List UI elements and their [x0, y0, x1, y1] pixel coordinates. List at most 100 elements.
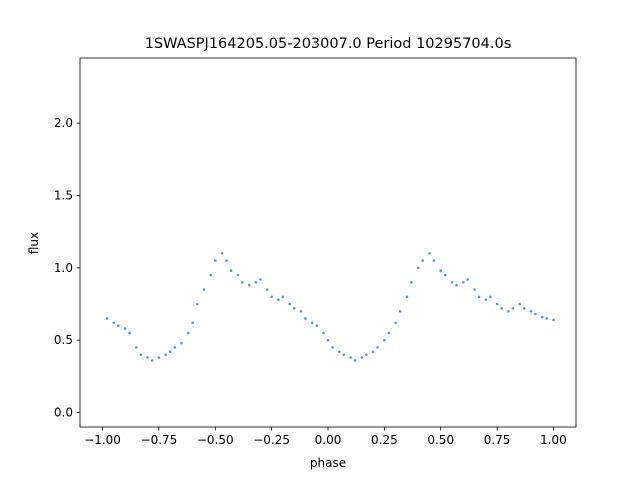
data-point — [254, 280, 258, 284]
x-tick-label: −0.75 — [141, 433, 178, 447]
data-point — [128, 331, 131, 335]
data-point — [428, 252, 431, 255]
data-point — [191, 321, 195, 325]
data-point — [376, 346, 379, 349]
data-point — [292, 307, 296, 310]
x-tick-label: 0.75 — [484, 433, 511, 447]
y-tick-label: 0.5 — [54, 333, 73, 347]
data-point — [304, 317, 307, 320]
data-point — [398, 309, 402, 313]
data-point — [213, 259, 217, 262]
data-point — [489, 295, 492, 299]
data-point — [529, 309, 533, 313]
x-axis-ticks: −1.00 −0.75 −0.50 −0.25 0.00 0.25 0.50 0.75 1.00 — [84, 427, 567, 447]
y-tick-label: 2.0 — [54, 116, 73, 130]
data-point — [545, 317, 548, 320]
data-point — [322, 331, 325, 335]
data-point — [511, 307, 515, 310]
data-point — [518, 302, 521, 306]
data-point — [383, 338, 386, 342]
data-point — [484, 298, 488, 301]
data-point — [432, 259, 436, 262]
data-point — [421, 259, 424, 262]
data-point — [265, 288, 269, 291]
data-point — [209, 273, 213, 277]
x-axis-label: phase — [310, 456, 346, 470]
data-point — [310, 321, 314, 325]
data-point — [247, 283, 251, 287]
data-point — [241, 280, 244, 284]
data-point — [410, 280, 413, 284]
data-point — [500, 307, 503, 310]
x-tick-label: −0.50 — [197, 433, 234, 447]
x-tick-label: 0.25 — [371, 433, 398, 447]
data-point — [173, 346, 176, 349]
data-point — [299, 309, 303, 313]
data-point — [168, 350, 172, 354]
data-point — [387, 331, 391, 335]
data-point — [135, 346, 138, 349]
data-point — [365, 353, 368, 356]
data-point — [229, 269, 233, 273]
data-point — [315, 324, 319, 328]
data-point — [288, 302, 291, 306]
data-point — [277, 298, 280, 301]
data-point — [507, 309, 510, 313]
data-point — [150, 359, 154, 362]
data-point — [466, 278, 470, 281]
data-point — [450, 280, 454, 284]
data-point — [281, 295, 285, 299]
data-point — [236, 273, 240, 277]
x-tick-label: 0.50 — [427, 433, 454, 447]
x-tick-label: 0.00 — [315, 433, 342, 447]
data-point — [157, 356, 161, 359]
data-point — [225, 259, 228, 262]
data-point — [371, 350, 375, 354]
data-point — [540, 315, 544, 319]
data-point — [337, 350, 341, 354]
data-point — [416, 266, 420, 270]
data-point — [270, 295, 273, 299]
y-axis-ticks: 0.0 0.5 1.0 1.5 2.0 — [54, 116, 80, 420]
x-tick-label: −1.00 — [84, 433, 121, 447]
data-point — [443, 273, 447, 277]
data-point — [123, 327, 127, 330]
data-point — [326, 338, 330, 342]
data-point — [342, 353, 346, 356]
data-point — [105, 317, 109, 320]
data-point — [455, 283, 458, 287]
y-axis-label: flux — [27, 232, 41, 254]
x-tick-label: −0.25 — [253, 433, 290, 447]
data-point — [353, 359, 357, 362]
data-point — [405, 295, 409, 299]
data-point — [473, 288, 476, 291]
data-point — [394, 321, 397, 325]
data-point — [186, 331, 190, 335]
data-point — [146, 356, 149, 359]
data-point — [112, 321, 116, 325]
data-point — [202, 288, 206, 291]
data-point — [139, 353, 143, 356]
data-point — [495, 302, 499, 306]
data-point — [552, 318, 555, 322]
data-point — [349, 356, 352, 359]
y-tick-label: 0.0 — [54, 406, 73, 420]
scatter-points — [105, 252, 555, 362]
data-point — [164, 353, 167, 356]
data-point — [195, 302, 199, 306]
data-point — [477, 295, 481, 299]
data-point — [331, 346, 334, 349]
data-point — [439, 269, 443, 273]
data-point — [360, 356, 364, 359]
y-tick-label: 1.5 — [54, 188, 73, 202]
data-point — [180, 341, 183, 345]
data-point — [220, 252, 224, 255]
data-point — [461, 280, 465, 284]
data-point — [117, 324, 120, 328]
chart-title: 1SWASPJ164205.05-203007.0 Period 1029570… — [145, 36, 512, 52]
data-point — [522, 307, 526, 310]
data-point — [534, 312, 537, 316]
x-tick-label: 1.00 — [540, 433, 567, 447]
